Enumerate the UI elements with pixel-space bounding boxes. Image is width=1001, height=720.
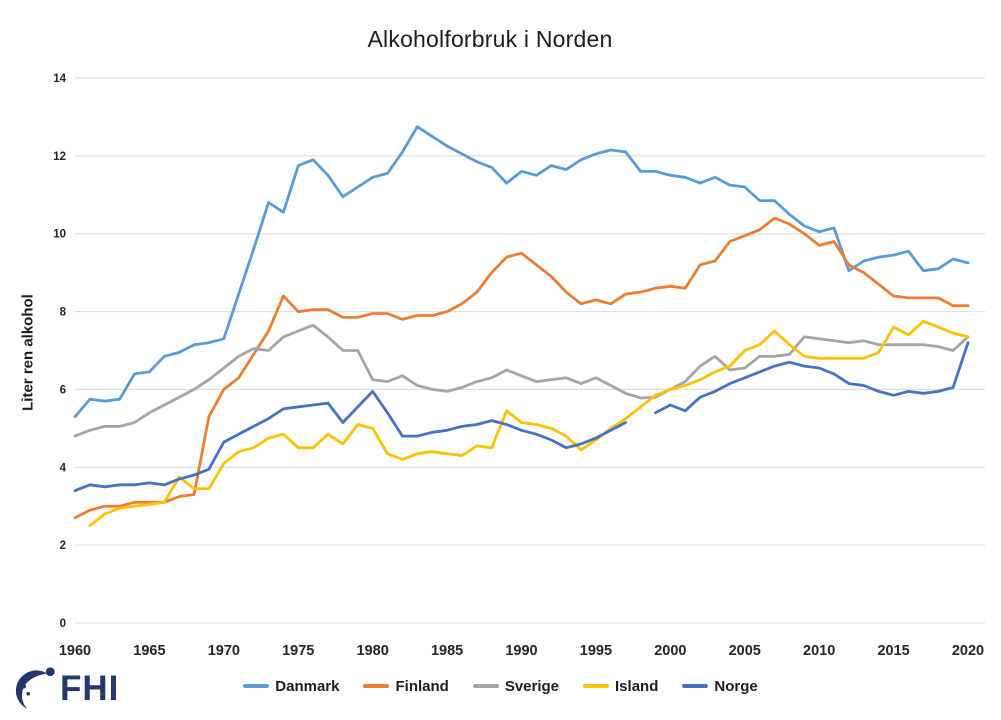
legend-swatch-island — [583, 684, 610, 688]
y-tick-label-6: 6 — [60, 384, 66, 396]
series-line-norge — [73, 341, 970, 492]
fhi-logo: FHI — [12, 664, 119, 712]
x-tick-label-1990: 1990 — [505, 643, 537, 659]
x-tick-label-1985: 1985 — [431, 643, 463, 659]
x-tick-label-1980: 1980 — [357, 643, 389, 659]
y-tick-label-0: 0 — [60, 618, 66, 630]
fhi-swoosh-icon — [15, 667, 55, 710]
x-tick-label-2005: 2005 — [729, 643, 761, 659]
legend-item-sverige: Sverige — [472, 677, 560, 695]
x-tick-label-2000: 2000 — [654, 643, 686, 659]
fhi-logo-text: FHI — [60, 668, 120, 708]
x-tick-label-1960: 1960 — [59, 643, 91, 659]
legend-item-finland: Finland — [363, 677, 449, 695]
series-line-danmark — [73, 125, 970, 419]
legend-swatch-danmark — [243, 684, 270, 688]
legend-swatch-sverige — [472, 684, 499, 688]
y-tick-label-4: 4 — [60, 462, 67, 474]
x-tick-label-2020: 2020 — [952, 643, 984, 659]
y-tick-label-10: 10 — [53, 229, 66, 241]
legend-swatch-norge — [682, 684, 709, 688]
x-tick-label-1975: 1975 — [282, 643, 314, 659]
x-tick-label-1995: 1995 — [580, 643, 612, 659]
series-line-island — [88, 319, 970, 528]
legend-label-norge: Norge — [714, 677, 758, 695]
legend-label-island: Island — [615, 677, 659, 695]
legend-label-danmark: Danmark — [275, 677, 340, 695]
legend-label-sverige: Sverige — [504, 677, 560, 695]
x-tick-label-1970: 1970 — [208, 643, 240, 659]
x-tick-label-1965: 1965 — [133, 643, 165, 659]
legend-item-danmark: Danmark — [243, 678, 339, 695]
chart-legend: Danmark Finland Sverige Island Norge — [0, 673, 1001, 699]
series-line-sverige — [73, 323, 970, 438]
y-tick-label-14: 14 — [53, 73, 66, 85]
x-tick-label-2010: 2010 — [803, 643, 835, 659]
y-tick-label-2: 2 — [60, 540, 66, 552]
legend-item-norge: Norge — [682, 677, 758, 695]
legend-label-finland: Finland — [395, 677, 449, 695]
y-tick-label-12: 12 — [53, 151, 66, 163]
chart-title: Alkoholforbruk i Norden — [367, 26, 613, 52]
x-tick-label-2015: 2015 — [877, 643, 909, 659]
legend-swatch-finland — [363, 684, 390, 688]
y-tick-label-8: 8 — [60, 307, 67, 319]
series-line-finland — [73, 216, 970, 520]
legend-item-island: Island — [583, 678, 658, 695]
